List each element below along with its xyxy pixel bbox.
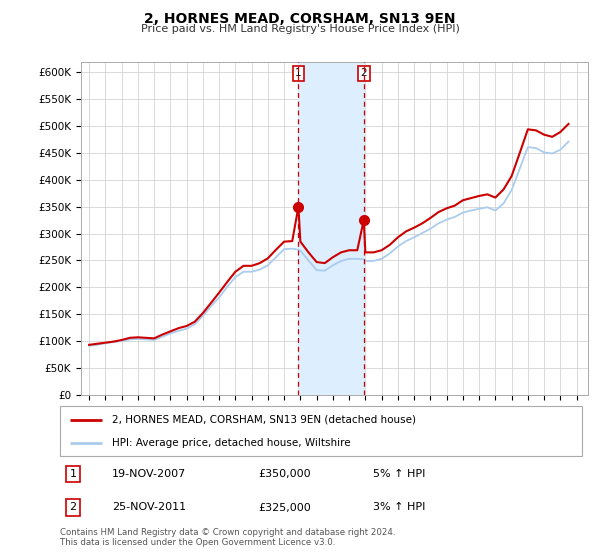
Bar (298, 62, 364, 395)
Text: Price paid vs. HM Land Registry's House Price Index (HPI): Price paid vs. HM Land Registry's House … (140, 24, 460, 34)
Text: HPI: Average price, detached house, Wiltshire: HPI: Average price, detached house, Wilt… (112, 438, 351, 448)
FancyBboxPatch shape (60, 406, 582, 456)
Text: £350,000: £350,000 (259, 469, 311, 479)
Text: 3% ↑ HPI: 3% ↑ HPI (373, 502, 425, 512)
Text: 25-NOV-2011: 25-NOV-2011 (112, 502, 187, 512)
Text: 1: 1 (70, 469, 77, 479)
Text: 5% ↑ HPI: 5% ↑ HPI (373, 469, 425, 479)
Text: 1: 1 (295, 68, 302, 78)
Text: 2: 2 (70, 502, 77, 512)
Text: 19-NOV-2007: 19-NOV-2007 (112, 469, 187, 479)
Text: Contains HM Land Registry data © Crown copyright and database right 2024.
This d: Contains HM Land Registry data © Crown c… (60, 528, 395, 547)
Text: 2: 2 (361, 68, 367, 78)
Text: 2, HORNES MEAD, CORSHAM, SN13 9EN (detached house): 2, HORNES MEAD, CORSHAM, SN13 9EN (detac… (112, 414, 416, 424)
Text: £325,000: £325,000 (259, 502, 311, 512)
Text: 2, HORNES MEAD, CORSHAM, SN13 9EN: 2, HORNES MEAD, CORSHAM, SN13 9EN (144, 12, 456, 26)
